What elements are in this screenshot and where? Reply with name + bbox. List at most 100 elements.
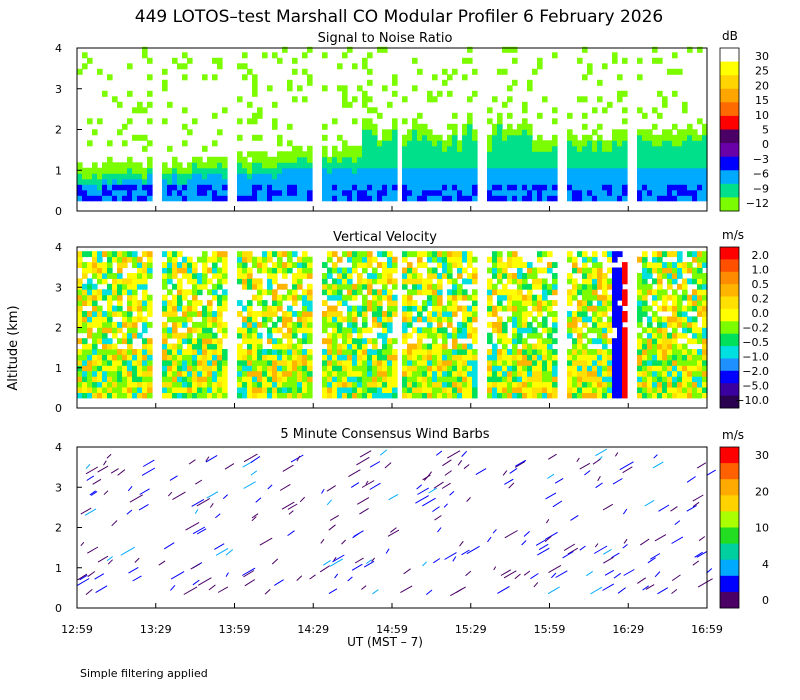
heatmap-cell — [287, 167, 293, 174]
heatmap-cell — [587, 338, 593, 345]
heatmap-cell — [342, 359, 348, 366]
heatmap-cell — [382, 46, 388, 53]
heatmap-cell — [277, 173, 283, 180]
heatmap-cell — [82, 283, 88, 290]
heatmap-cell — [207, 184, 213, 191]
heatmap-cell — [452, 173, 458, 180]
heatmap-cell — [497, 305, 503, 312]
heatmap-cell — [587, 156, 593, 163]
heatmap-cell — [252, 167, 258, 174]
heatmap-cell — [307, 151, 313, 158]
heatmap-cell — [132, 370, 138, 377]
heatmap-cell — [112, 381, 118, 388]
heatmap-cell — [322, 195, 328, 202]
heatmap-cell — [327, 338, 333, 345]
wind-barb — [692, 560, 700, 566]
heatmap-cell — [677, 195, 683, 202]
heatmap-cell — [517, 129, 523, 136]
heatmap-cell — [452, 262, 458, 268]
heatmap-cell — [367, 118, 373, 125]
heatmap-cell — [552, 167, 558, 174]
heatmap-cell — [247, 278, 253, 285]
heatmap-cell — [687, 178, 693, 185]
heatmap-cell — [637, 156, 643, 163]
heatmap-cell — [137, 311, 143, 317]
heatmap-cell — [602, 305, 608, 312]
heatmap-cell — [277, 151, 283, 158]
heatmap-cell — [347, 289, 353, 296]
heatmap-cell — [102, 365, 108, 372]
heatmap-cell — [592, 267, 598, 274]
wind-barb — [530, 573, 539, 580]
heatmap-cell — [452, 184, 458, 191]
heatmap-cell — [512, 332, 518, 339]
heatmap-cell — [592, 392, 598, 399]
wind-barb — [326, 485, 336, 492]
heatmap-cell — [347, 251, 353, 258]
heatmap-cell — [637, 289, 643, 296]
heatmap-cell — [597, 387, 603, 393]
heatmap-cell — [187, 189, 193, 196]
heatmap-cell — [347, 327, 353, 334]
heatmap-cell — [682, 381, 688, 388]
heatmap-cell — [502, 151, 508, 158]
heatmap-cell — [457, 387, 463, 393]
heatmap-cell — [597, 178, 603, 185]
heatmap-cell — [552, 184, 558, 191]
colorbar-swatch — [720, 308, 739, 322]
heatmap-cell — [657, 189, 663, 196]
wind-barb — [545, 492, 557, 500]
heatmap-cell — [412, 251, 418, 258]
heatmap-cell — [657, 57, 663, 64]
heatmap-cell — [542, 370, 548, 377]
heatmap-cell — [387, 387, 393, 393]
heatmap-cell — [347, 46, 353, 53]
heatmap-cell — [352, 359, 358, 366]
heatmap-cell — [197, 311, 203, 317]
heatmap-cell — [587, 278, 593, 285]
heatmap-cell — [282, 173, 288, 180]
heatmap-cell — [307, 289, 313, 296]
heatmap-cell — [112, 354, 118, 361]
heatmap-cell — [82, 178, 88, 185]
heatmap-cell — [97, 338, 103, 345]
heatmap-cell — [537, 151, 543, 158]
heatmap-cell — [422, 134, 428, 141]
heatmap-cell — [537, 321, 543, 328]
heatmap-cell — [687, 267, 693, 274]
heatmap-cell — [367, 134, 373, 141]
heatmap-cell — [577, 162, 583, 169]
heatmap-cell — [367, 107, 373, 114]
heatmap-cell — [367, 278, 373, 285]
heatmap-cell — [437, 305, 443, 312]
heatmap-cell — [507, 316, 513, 323]
heatmap-cell — [332, 167, 338, 174]
heatmap-cell — [497, 151, 503, 158]
heatmap-cell — [322, 123, 328, 130]
heatmap-cell — [677, 273, 683, 279]
heatmap-cell — [447, 354, 453, 361]
heatmap-cell — [417, 365, 423, 372]
heatmap-cell — [97, 118, 103, 125]
heatmap-cell — [447, 376, 453, 383]
heatmap-cell — [657, 365, 663, 372]
heatmap-cell — [532, 305, 538, 312]
heatmap-cell — [277, 376, 283, 383]
heatmap-cell — [267, 327, 273, 334]
heatmap-cell — [617, 387, 623, 393]
heatmap-cell — [432, 370, 438, 377]
wind-barb — [514, 573, 521, 580]
y-axis-label: Altitude (km) — [6, 305, 21, 390]
heatmap-cell — [237, 327, 243, 334]
heatmap-cell — [457, 376, 463, 383]
heatmap-cell — [412, 376, 418, 383]
heatmap-cell — [607, 359, 613, 366]
heatmap-cell — [417, 68, 423, 75]
heatmap-cell — [127, 156, 133, 163]
heatmap-cell — [262, 316, 268, 323]
heatmap-cell — [592, 273, 598, 279]
heatmap-cell — [182, 311, 188, 317]
heatmap-cell — [402, 134, 408, 141]
heatmap-cell — [377, 156, 383, 163]
heatmap-cell — [272, 365, 278, 372]
